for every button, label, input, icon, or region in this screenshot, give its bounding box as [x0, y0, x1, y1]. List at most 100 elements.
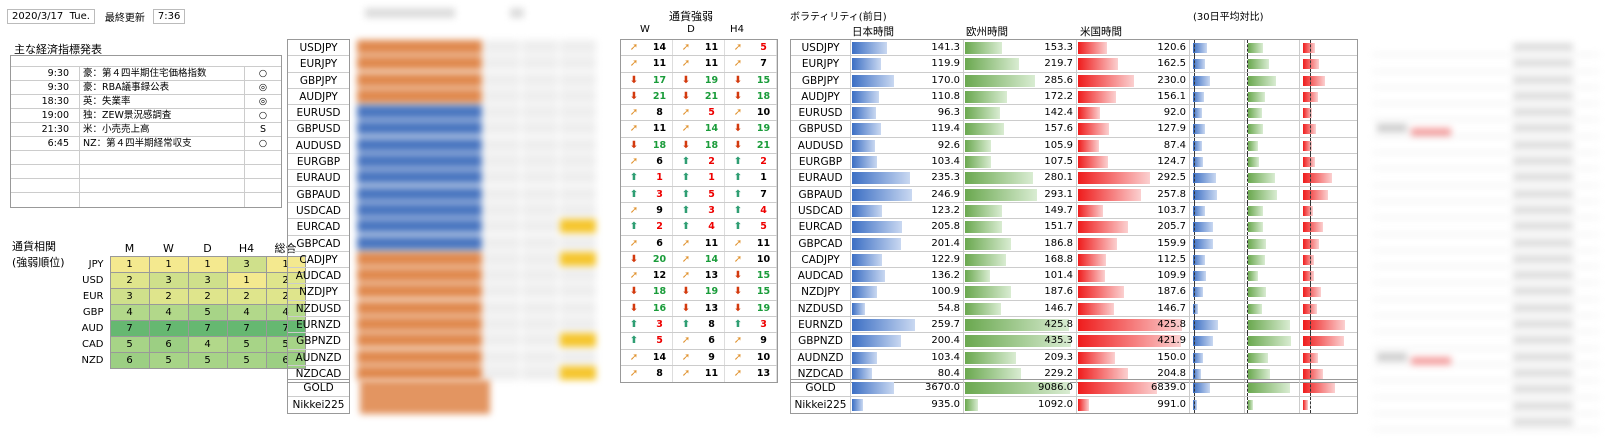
- blurred-right-panel: [1373, 39, 1599, 431]
- ratio-cell: [1245, 170, 1300, 187]
- session-label-europe: 欧州時間: [966, 26, 1008, 38]
- ratio-cell: [1190, 56, 1245, 73]
- arrow-up-icon: ⬆: [629, 335, 639, 347]
- arrow-side-icon: ➚: [733, 351, 743, 363]
- arrow-side-icon: ➚: [733, 237, 743, 249]
- blurred-extra-bars: [360, 380, 490, 414]
- volatility-bar: [965, 123, 1004, 136]
- volatility-bar: [1078, 139, 1100, 152]
- arrow-up-icon: ⬆: [629, 221, 639, 233]
- average-marker: [1194, 284, 1195, 301]
- ratio-bar: [1248, 108, 1262, 119]
- volatility-value: 421.9: [1157, 335, 1186, 347]
- volatility-row: GBPAUD 246.9 293.1 257.8: [791, 186, 1357, 203]
- strength-row: ⬇ 17 ⬇ 19 ⬇ 15: [621, 72, 777, 89]
- pair-name: EURAUD: [791, 170, 851, 186]
- volatility-cell: 285.6: [964, 72, 1077, 88]
- volatility-row: Nikkei225 935.0 1092.0 991.0: [791, 396, 1357, 413]
- volatility-bar: [852, 335, 901, 348]
- volatility-value: 153.3: [1044, 42, 1073, 53]
- average-marker: [1310, 170, 1311, 187]
- ratio-bar: [1248, 205, 1263, 216]
- blurred-row: [356, 169, 608, 185]
- ratio-cell: [1190, 202, 1245, 219]
- volatility-cell: 170.0: [851, 72, 964, 88]
- volatility-value: 162.5: [1157, 58, 1186, 70]
- blurred-row: [356, 349, 608, 365]
- pair-list-extra: GOLD Nikkei225: [287, 379, 350, 414]
- volatility-value: 105.9: [1044, 139, 1073, 151]
- volatility-cell: 151.7: [964, 219, 1077, 235]
- ratio-bar: [1248, 399, 1254, 410]
- pair-name: AUDUSD: [288, 138, 349, 155]
- volatility-cell: 9086.0: [964, 380, 1077, 396]
- ratio-cell: [1190, 105, 1245, 122]
- strength-row: ➚ 12 ➚ 13 ⬇ 15: [621, 268, 777, 285]
- arrow-down-icon: ⬇: [733, 74, 743, 86]
- volatility-title-avg: (30日平均対比): [1193, 12, 1264, 23]
- volatility-bar: [1078, 107, 1101, 120]
- pair-name: GBPNZD: [791, 333, 851, 349]
- calendar-row: [11, 179, 281, 193]
- average-marker: [1310, 268, 1311, 285]
- ratio-cell: [1245, 268, 1300, 285]
- volatility-row: EURGBP 103.4 107.5 124.7: [791, 154, 1357, 171]
- volatility-bar: [852, 270, 886, 283]
- event-time: [11, 165, 79, 178]
- ratio-bar: [1303, 271, 1314, 282]
- correlation-label: 通貨相関 (強弱順位): [12, 240, 65, 269]
- volatility-value: 103.7: [1157, 204, 1186, 216]
- strength-value: 2: [647, 219, 673, 235]
- volatility-cell: 209.3: [964, 349, 1077, 365]
- volatility-cell: 112.5: [1077, 251, 1190, 268]
- volatility-bar: [852, 156, 878, 169]
- volatility-cell: 159.9: [1077, 235, 1190, 251]
- volatility-cell: 122.9: [851, 251, 964, 268]
- arrow-down-icon: ⬇: [733, 123, 743, 135]
- volatility-bar: [1078, 270, 1105, 283]
- volatility-row: EURNZD 259.7 425.8 425.8: [791, 317, 1357, 334]
- strength-value: 3: [647, 317, 673, 333]
- ratio-cell: [1190, 380, 1245, 396]
- volatility-bar: [852, 139, 875, 152]
- strength-value: 3: [751, 317, 777, 333]
- blurred-row: [356, 88, 608, 104]
- blurred-row: [356, 120, 608, 136]
- volatility-bar: [965, 237, 1011, 250]
- strength-value: 10: [751, 105, 777, 121]
- event-name: 豪：RBA議事録公表: [79, 81, 244, 94]
- average-marker: [1194, 365, 1195, 382]
- average-marker: [1247, 349, 1248, 366]
- strength-value: 8: [699, 317, 725, 333]
- strength-value: 6: [699, 333, 725, 349]
- strength-row: ⬆ 1 ⬆ 1 ⬆ 1: [621, 170, 777, 187]
- average-marker: [1247, 121, 1248, 138]
- ratio-cell: [1245, 56, 1300, 73]
- volatility-cell: 146.7: [964, 300, 1077, 317]
- average-marker: [1194, 380, 1195, 396]
- volatility-value: 101.4: [1044, 270, 1073, 282]
- rank-header: H4: [238, 241, 255, 255]
- ratio-cell: [1245, 251, 1300, 268]
- arrow-up-icon: ⬆: [629, 319, 639, 331]
- ratio-bar: [1303, 205, 1314, 216]
- blurred-row: [356, 104, 608, 120]
- volatility-value: 204.8: [1157, 367, 1186, 379]
- average-marker: [1310, 56, 1311, 73]
- strength-value: 14: [647, 40, 673, 56]
- economic-calendar-table: 9:30 豪：第４四半期住宅価格指数 ○ 9:30 豪：RBA議事録公表 ◎ 18:30 英：…: [10, 55, 282, 208]
- volatility-bar: [965, 319, 1070, 332]
- ratio-cell: [1190, 284, 1245, 301]
- arrow-side-icon: ➚: [629, 58, 639, 70]
- rank-cell: 3: [187, 272, 228, 289]
- ratio-bar: [1248, 59, 1270, 70]
- ratio-bar: [1193, 59, 1205, 70]
- ratio-bar: [1248, 352, 1269, 363]
- strength-value: 3: [699, 202, 725, 219]
- strength-value: 5: [647, 333, 673, 349]
- blurred-row: [356, 39, 608, 55]
- event-time: [11, 151, 79, 164]
- blurred-header: [365, 8, 455, 18]
- arrow-up-icon: ⬆: [733, 204, 743, 216]
- arrow-up-icon: ⬆: [681, 188, 691, 200]
